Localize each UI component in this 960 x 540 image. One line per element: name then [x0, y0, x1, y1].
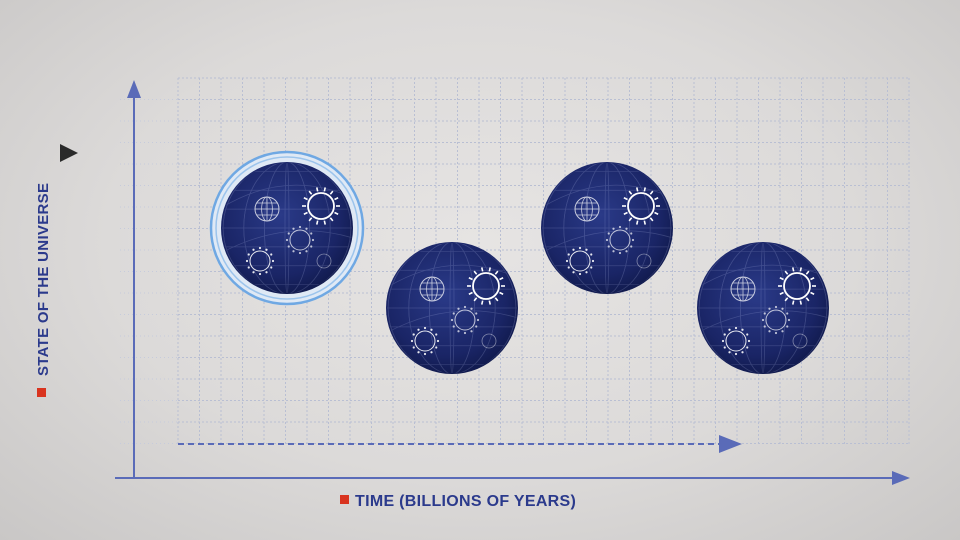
circle-icon [481, 333, 497, 349]
universe-sphere [386, 242, 518, 374]
red-square-icon [37, 388, 46, 397]
sun-icon [622, 187, 660, 225]
virus-icon [410, 326, 440, 356]
y-axis-title: STATE OF THE UNIVERSE [35, 183, 52, 397]
y-axis-label: STATE OF THE UNIVERSE [35, 183, 52, 376]
sun-icon [778, 267, 816, 305]
x-axis-title: TIME (BILLIONS OF YEARS) [340, 493, 576, 510]
virus-icon [565, 246, 595, 276]
circle-icon [636, 253, 652, 269]
circle-icon [316, 253, 332, 269]
circle-icon [792, 333, 808, 349]
galaxy-icon [605, 225, 635, 255]
globe-icon [730, 276, 756, 302]
galaxy-icon [285, 225, 315, 255]
universe-sphere [541, 162, 673, 294]
sun-icon [467, 267, 505, 305]
virus-icon [245, 246, 275, 276]
galaxy-icon [761, 305, 791, 335]
universe-sphere [209, 150, 365, 306]
universe-spheres [209, 150, 829, 374]
virus-icon [721, 326, 751, 356]
sun-icon [302, 187, 340, 225]
globe-icon [574, 196, 600, 222]
play-triangle-icon [60, 144, 78, 162]
x-axis [115, 471, 910, 485]
red-square-icon [340, 495, 349, 504]
y-axis-arrowhead-icon [127, 80, 141, 98]
dashed-time-arrow [178, 435, 742, 453]
sphere-mesh [698, 243, 828, 373]
globe-icon [419, 276, 445, 302]
globe-icon [254, 196, 280, 222]
universe-sphere [697, 242, 829, 374]
galaxy-icon [450, 305, 480, 335]
y-axis [127, 80, 141, 478]
x-axis-arrowhead-icon [892, 471, 910, 485]
dashed-arrowhead-icon [719, 435, 742, 453]
x-axis-label: TIME (BILLIONS OF YEARS) [355, 493, 576, 510]
